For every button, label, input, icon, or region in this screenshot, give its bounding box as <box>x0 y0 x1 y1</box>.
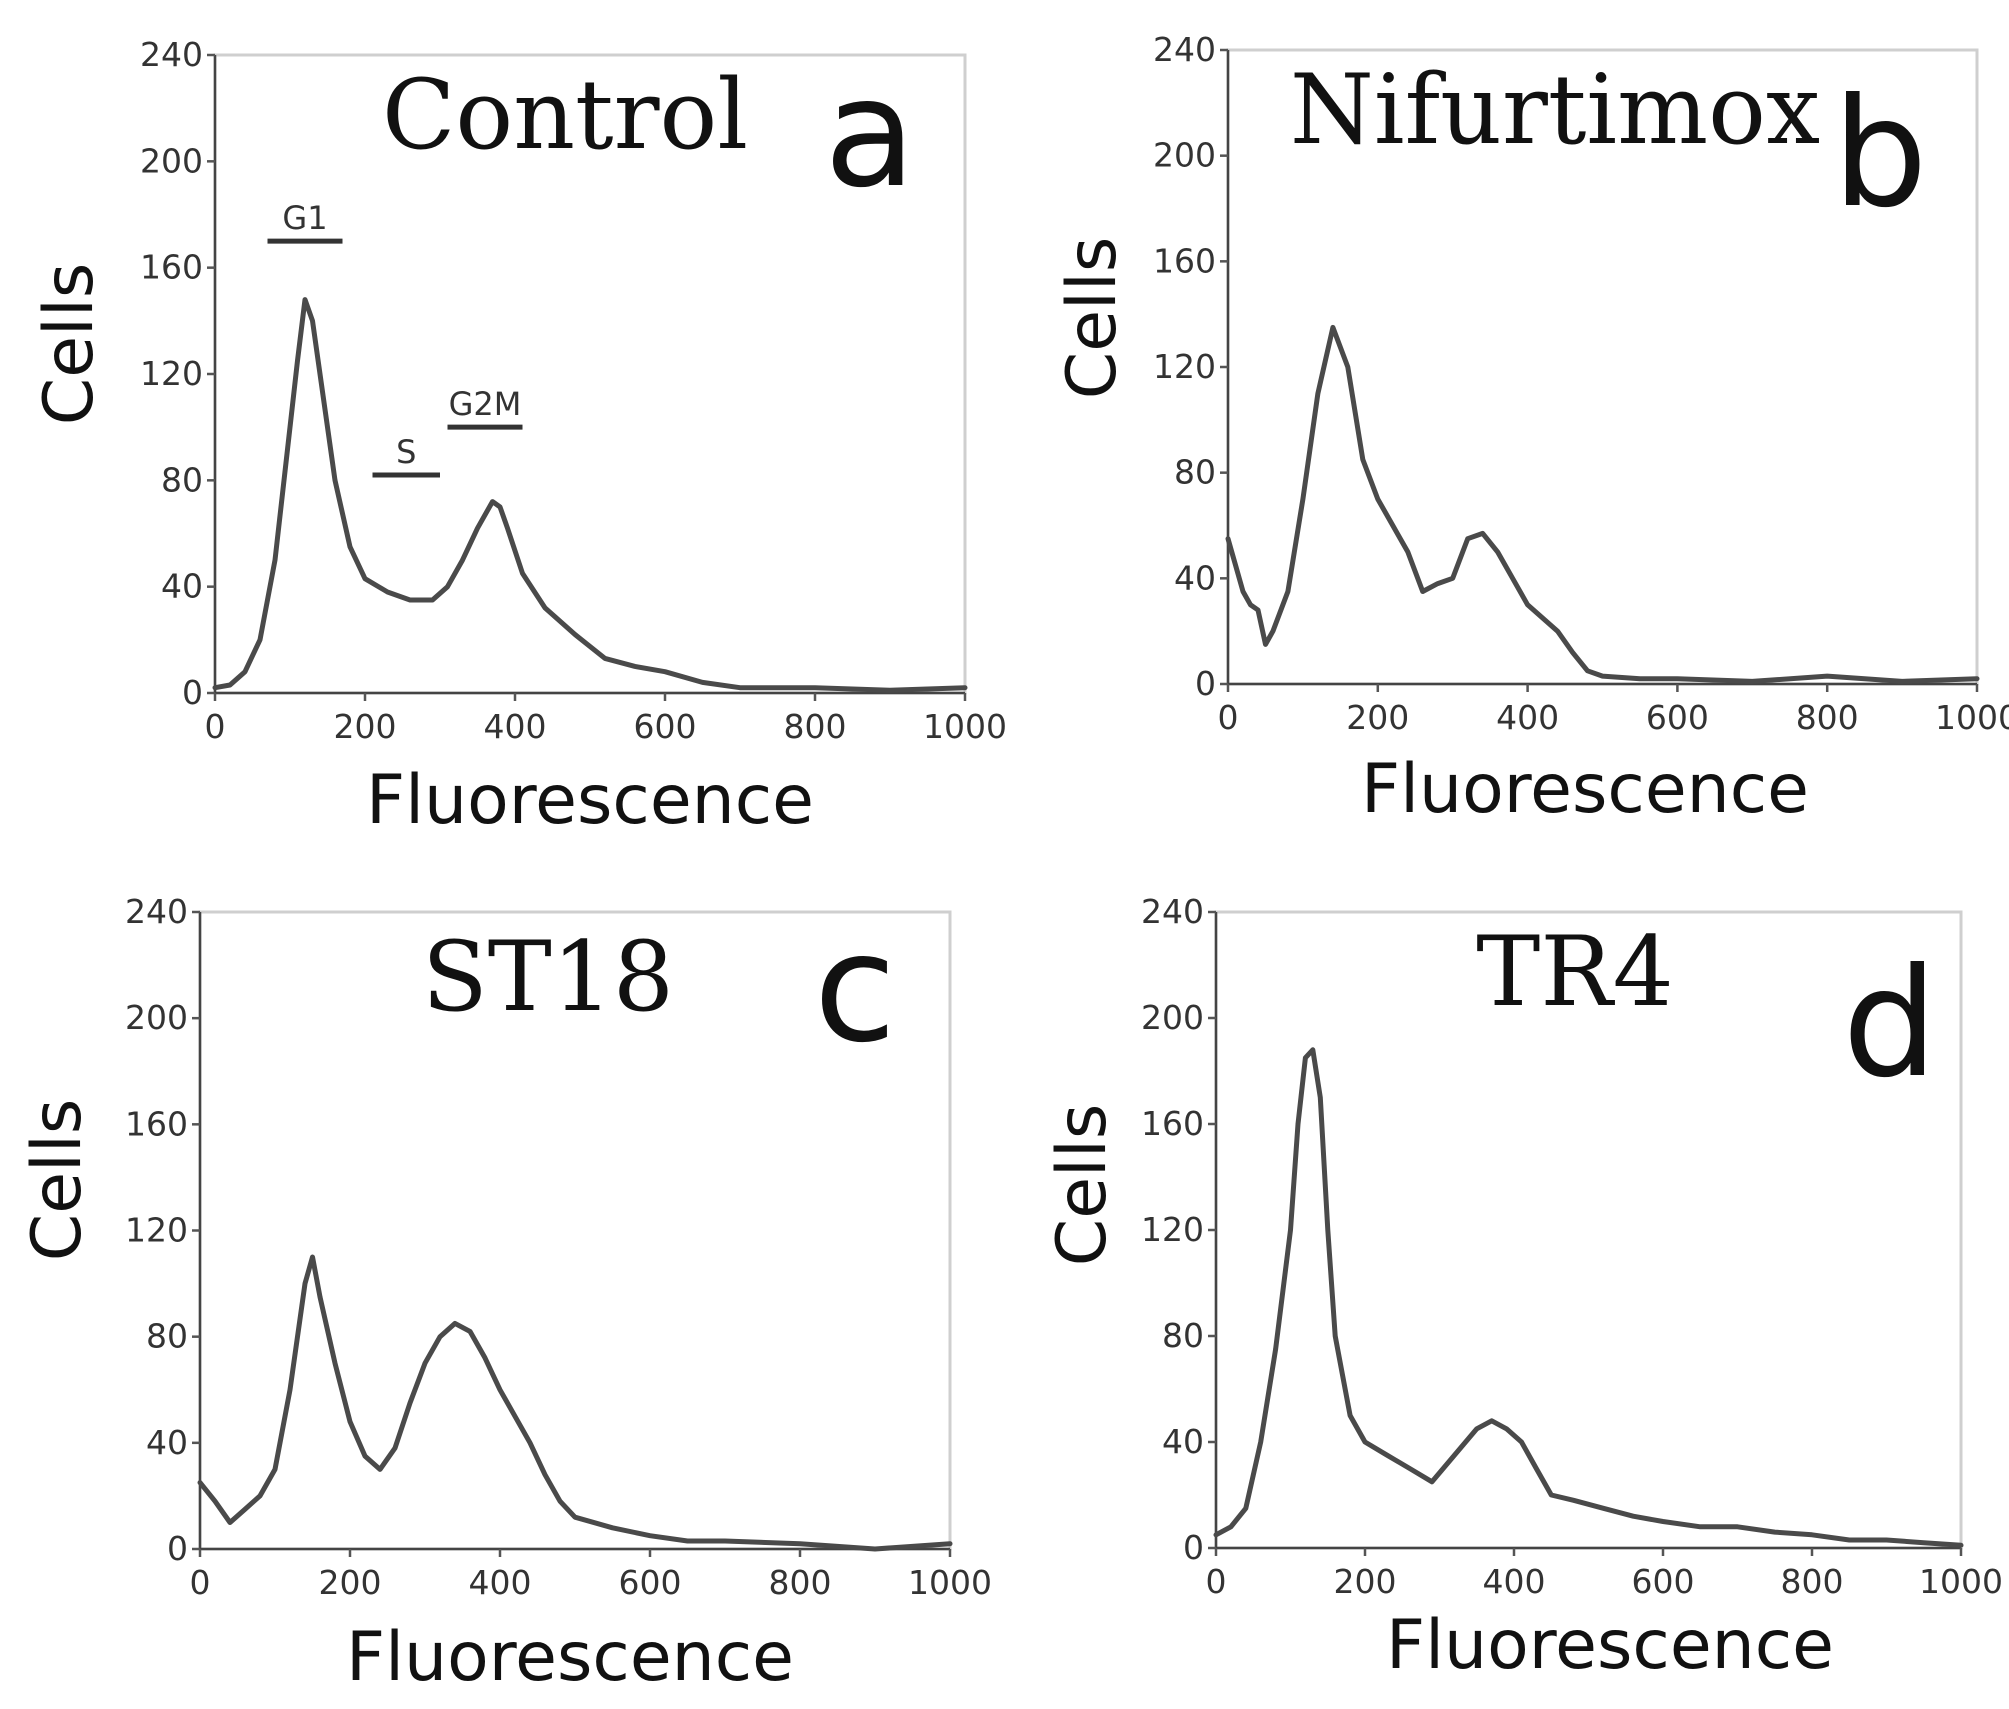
panel-letter: a <box>824 47 916 221</box>
y-tick-label: 160 <box>140 248 203 287</box>
y-tick-label: 120 <box>1141 1210 1204 1249</box>
y-tick-label: 120 <box>140 354 203 393</box>
y-axis-title: Cells <box>1043 1104 1122 1267</box>
x-tick-label: 0 <box>1206 1562 1227 1601</box>
y-tick-label: 120 <box>125 1211 188 1250</box>
x-tick-label: 200 <box>1334 1562 1397 1601</box>
y-tick-label: 40 <box>1162 1422 1204 1461</box>
x-tick-label: 600 <box>1632 1562 1695 1601</box>
x-tick-label: 400 <box>469 1563 532 1602</box>
x-tick-label: 800 <box>1796 698 1859 737</box>
y-tick-label: 80 <box>161 460 203 499</box>
panel-title: ST18 <box>422 921 674 1033</box>
y-tick-label: 200 <box>1153 136 1216 175</box>
histogram-line <box>1225 324 1980 684</box>
x-tick-label: 1000 <box>908 1563 992 1602</box>
y-tick-label: 160 <box>1141 1104 1204 1143</box>
panel-letter: b <box>1832 67 1927 241</box>
x-axis-title: Fluorescence <box>1386 1606 1834 1685</box>
panel-title: Nifurtimox <box>1290 54 1820 166</box>
y-tick-label: 200 <box>140 141 203 180</box>
y-tick-label: 240 <box>140 35 203 74</box>
panel-title: TR4 <box>1476 916 1673 1028</box>
x-tick-label: 400 <box>484 707 547 746</box>
panel-b: 0 40 80 120 160 200 240 0 200 400 600 800 1000 Fluore… <box>1053 30 2009 829</box>
x-tick-label: 600 <box>1646 698 1709 737</box>
panel-d: 0 40 80 120 160 200 240 0 200 400 600 800 1000 Fluore… <box>1043 892 2003 1685</box>
x-tick-label: 400 <box>1496 698 1559 737</box>
y-tick-label: 80 <box>1162 1316 1204 1355</box>
panel-letter: d <box>1842 937 1937 1111</box>
y-tick-label: 240 <box>125 892 188 931</box>
panel-title: Control <box>382 59 748 171</box>
y-tick-label: 0 <box>1183 1528 1204 1567</box>
y-axis-title: Cells <box>1053 237 1132 400</box>
x-tick-label: 600 <box>634 707 697 746</box>
y-tick-label: 80 <box>1174 453 1216 492</box>
y-tick-label: 120 <box>1153 347 1216 386</box>
x-tick-label: 1000 <box>923 707 1007 746</box>
x-tick-label: 800 <box>769 1563 832 1602</box>
phase-label-g1: G1 <box>282 199 327 237</box>
panel-letter: c <box>814 902 896 1076</box>
x-tick-label: 200 <box>1346 698 1409 737</box>
x-tick-label: 1000 <box>1919 1562 2003 1601</box>
y-tick-label: 0 <box>182 673 203 712</box>
x-tick-label: 0 <box>205 707 226 746</box>
y-tick-label: 0 <box>167 1529 188 1568</box>
y-tick-label: 40 <box>161 567 203 606</box>
y-tick-label: 160 <box>1153 241 1216 280</box>
x-tick-label: 800 <box>1781 1562 1844 1601</box>
y-tick-label: 40 <box>146 1423 188 1462</box>
histogram-line <box>197 1254 953 1552</box>
phase-label-s: S <box>396 433 416 471</box>
x-tick-label: 1000 <box>1935 698 2009 737</box>
histogram-line <box>1213 1047 1964 1548</box>
x-tick-label: 600 <box>619 1563 682 1602</box>
y-tick-label: 0 <box>1195 664 1216 703</box>
y-axis-title: Cells <box>18 1099 97 1262</box>
x-tick-label: 0 <box>1218 698 1239 737</box>
y-tick-label: 80 <box>146 1317 188 1356</box>
x-tick-label: 800 <box>784 707 847 746</box>
histogram-line <box>212 297 968 693</box>
x-axis-title: Fluorescence <box>346 1618 794 1697</box>
y-tick-label: 40 <box>1174 558 1216 597</box>
x-tick-label: 200 <box>319 1563 382 1602</box>
x-tick-label: 0 <box>190 1563 211 1602</box>
x-tick-label: 400 <box>1483 1562 1546 1601</box>
panel-c: 0 40 80 120 160 200 240 0 200 400 600 800 1000 Fluore… <box>18 892 992 1697</box>
y-tick-label: 240 <box>1141 892 1204 931</box>
x-axis-title: Fluorescence <box>1361 750 1809 829</box>
y-tick-label: 200 <box>1141 998 1204 1037</box>
panel-a: 0 40 80 120 160 200 240 0 200 400 600 800 1000 Fluore… <box>30 35 1007 840</box>
y-tick-label: 240 <box>1153 30 1216 69</box>
y-tick-label: 200 <box>125 998 188 1037</box>
x-axis-title: Fluorescence <box>366 761 814 840</box>
y-axis-title: Cells <box>30 263 109 426</box>
y-tick-label: 160 <box>125 1104 188 1143</box>
phase-label-g2m: G2M <box>449 385 522 423</box>
x-tick-label: 200 <box>334 707 397 746</box>
